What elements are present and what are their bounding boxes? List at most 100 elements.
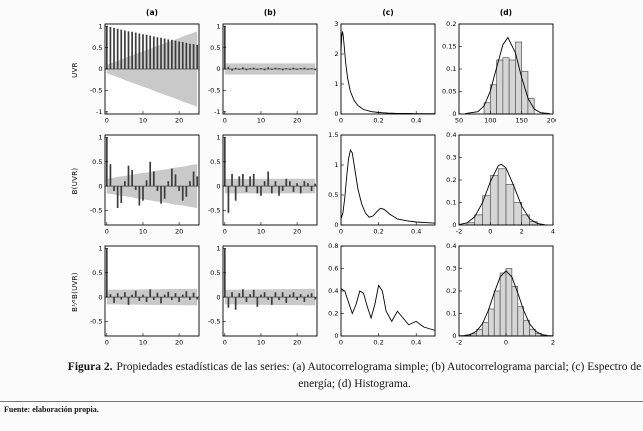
panel-uvr-acf: 0 10 20 -1 -0.5 0 0.5 1	[84, 20, 202, 128]
svg-text:0.5: 0.5	[210, 269, 220, 277]
panel-buvr-spectrum: 0 0.2 0.4 0 0.5 1 1.5	[320, 131, 438, 239]
svg-text:2: 2	[551, 339, 555, 347]
svg-text:0: 0	[334, 332, 338, 340]
svg-text:0.5: 0.5	[210, 158, 220, 166]
row-label-spacer	[66, 8, 84, 20]
svg-text:0.4: 0.4	[446, 242, 456, 250]
column-header-d: (d)	[499, 8, 513, 17]
svg-text:2: 2	[334, 50, 338, 58]
svg-text:20: 20	[293, 117, 301, 125]
plot-svg-buvr-hist: -2 0 2 400.10.20.30.4	[446, 131, 555, 236]
svg-text:20: 20	[175, 117, 183, 125]
svg-text:1: 1	[334, 80, 338, 88]
column-header-b: (b)	[263, 8, 277, 17]
svg-text:0.2: 0.2	[446, 287, 456, 295]
svg-text:1: 1	[98, 134, 102, 142]
svg-text:0.5: 0.5	[92, 158, 102, 166]
plot-svg-b12buvr-pacf: 0 10 20 -0.5 0 0.5 1	[208, 245, 318, 347]
svg-text:-0.5: -0.5	[208, 318, 221, 326]
svg-text:0: 0	[216, 65, 220, 73]
svg-text:0: 0	[334, 221, 338, 229]
svg-text:0.1: 0.1	[446, 65, 456, 73]
row-label-cell: UVR	[66, 20, 84, 128]
svg-text:0: 0	[216, 182, 220, 190]
svg-text:0.2: 0.2	[373, 228, 383, 236]
plots-grid: (a) (b) (c) (d) UVR 0 10 20 -1 -0.5 0 0.5 1 0 10 20 -1 -0…	[66, 8, 643, 350]
svg-text:4: 4	[551, 228, 555, 236]
svg-text:0: 0	[105, 339, 109, 347]
svg-text:0.3: 0.3	[446, 265, 456, 273]
svg-text:0.1: 0.1	[446, 199, 456, 207]
svg-text:0: 0	[334, 110, 338, 118]
svg-text:20: 20	[175, 339, 183, 347]
svg-text:200: 200	[547, 117, 556, 125]
svg-text:0.4: 0.4	[411, 339, 421, 347]
svg-text:1: 1	[216, 22, 220, 30]
svg-text:1: 1	[98, 245, 102, 253]
plot-svg-buvr-acf: 0 10 20 -0.5 0 0.5 1	[90, 134, 200, 236]
svg-text:-1: -1	[96, 108, 102, 116]
svg-text:0.05: 0.05	[442, 88, 456, 96]
column-header-c: (c)	[382, 8, 394, 17]
panel-uvr-pacf: 0 10 20 -1 -0.5 0 0.5 1	[202, 20, 320, 128]
svg-text:0: 0	[452, 110, 456, 118]
svg-text:0.5: 0.5	[92, 269, 102, 277]
caption-text: Propiedades estadísticas de las series: …	[116, 361, 642, 390]
svg-text:50: 50	[455, 117, 463, 125]
svg-text:0: 0	[105, 117, 109, 125]
row-label: UVR	[71, 61, 79, 78]
svg-text:0.4: 0.4	[446, 131, 456, 139]
figure-caption: Figura 2. Propiedades estadísticas de las…	[66, 359, 643, 392]
svg-text:0.4: 0.4	[411, 117, 421, 125]
svg-text:0.5: 0.5	[210, 44, 220, 52]
panel-buvr-hist: -2 0 2 4 0 0.1 0.2 0.3 0.4	[438, 131, 556, 239]
svg-text:100: 100	[484, 117, 496, 125]
plot-svg-b12buvr-hist: -2 0 200.10.20.30.4	[446, 242, 555, 347]
svg-text:10: 10	[139, 339, 147, 347]
source-note: Fuente: elaboración propia.	[0, 401, 643, 414]
plot-row-1: B(UVR) 0 10 20 -0.5 0 0.5 1 0 10 20 -0.5 0 0.5 1 0 0.2 0.…	[66, 131, 643, 239]
svg-text:0: 0	[452, 332, 456, 340]
panel-b12buvr-pacf: 0 10 20 -0.5 0 0.5 1	[202, 242, 320, 350]
svg-text:0: 0	[223, 228, 227, 236]
svg-text:1: 1	[334, 161, 338, 169]
svg-text:0: 0	[339, 117, 343, 125]
panel-b12buvr-acf: 0 10 20 -0.5 0 0.5 1	[84, 242, 202, 350]
svg-text:-2: -2	[456, 339, 462, 347]
svg-text:0.6: 0.6	[328, 265, 338, 273]
svg-text:0: 0	[105, 228, 109, 236]
panel-b12buvr-hist: -2 0 2 0 0.1 0.2 0.3 0.4	[438, 242, 556, 350]
svg-text:-0.5: -0.5	[90, 318, 103, 326]
svg-text:0: 0	[223, 339, 227, 347]
svg-text:10: 10	[139, 228, 147, 236]
svg-text:0.2: 0.2	[373, 117, 383, 125]
panel-uvr-spectrum: 0 0.2 0.4 0 1 2 3	[320, 20, 438, 128]
plot-svg-buvr-pacf: 0 10 20 -0.5 0 0.5 1	[208, 134, 318, 236]
panel-b12buvr-spectrum: 0 0.2 0.4 0 0.2 0.4 0.6 0.8	[320, 242, 438, 350]
svg-text:10: 10	[257, 339, 265, 347]
svg-text:0.1: 0.1	[446, 310, 456, 318]
caption-label: Figura 2.	[67, 361, 113, 373]
plot-svg-uvr-pacf: 0 10 20 -1 -0.5 0 0.5 1	[208, 22, 318, 125]
plot-svg-uvr-hist: 50 100 150 200 0 0.05 0.1 0.15 0.2	[442, 20, 559, 125]
svg-text:0.2: 0.2	[446, 20, 456, 28]
panel-uvr-hist: 50 100 150 200 0 0.05 0.1 0.15 0.2	[438, 20, 559, 128]
svg-text:1: 1	[216, 134, 220, 142]
svg-text:0: 0	[216, 293, 220, 301]
svg-text:2: 2	[520, 228, 524, 236]
svg-text:0.5: 0.5	[328, 191, 338, 199]
svg-text:-0.5: -0.5	[90, 87, 103, 95]
svg-text:-2: -2	[456, 228, 462, 236]
svg-text:-0.5: -0.5	[208, 207, 221, 215]
svg-text:0.3: 0.3	[446, 154, 456, 162]
svg-text:0: 0	[98, 293, 102, 301]
plot-svg-b12buvr-spectrum: 0 0.2 0.4 0 0.2 0.4 0.6 0.8	[328, 242, 436, 347]
column-header-row: (a) (b) (c) (d)	[66, 8, 643, 20]
svg-text:0.4: 0.4	[328, 287, 338, 295]
svg-text:0.2: 0.2	[373, 339, 383, 347]
row-label: B(UVR)	[71, 167, 79, 195]
row-label-cell: B(UVR)	[66, 131, 84, 239]
plot-row-2: B¹⁄²B(UVR) 0 10 20 -0.5 0 0.5 1 0 10 20 -0.5 0 0.5 1 0 0…	[66, 242, 643, 350]
svg-text:0.15: 0.15	[442, 43, 456, 51]
row-label-cell: B¹⁄²B(UVR)	[66, 242, 84, 350]
